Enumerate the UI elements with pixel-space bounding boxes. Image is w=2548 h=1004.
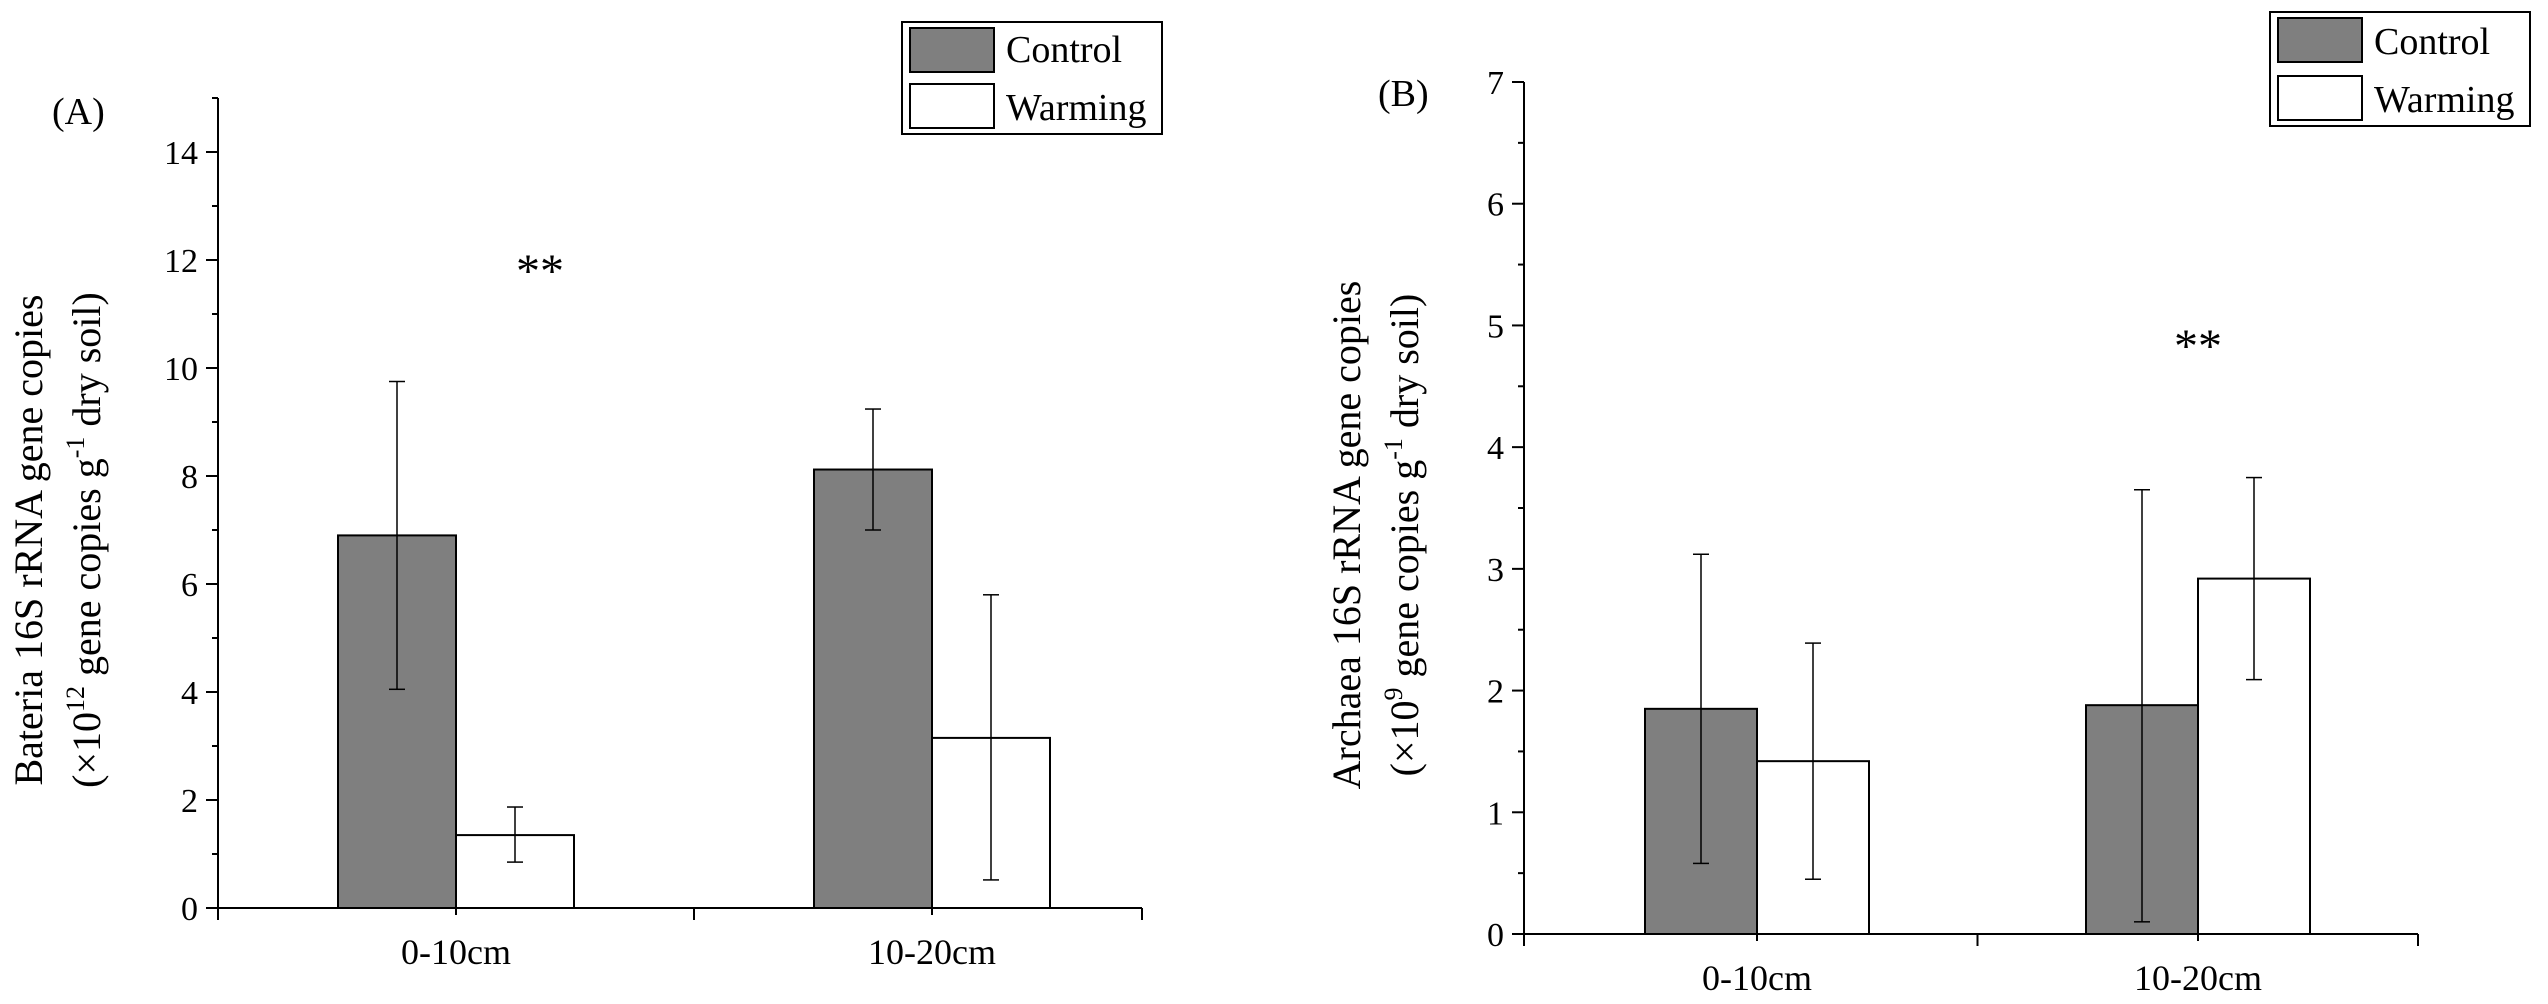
panel-b-ytick-label-1: 1 xyxy=(1487,795,1504,832)
panel-a-ylabel-line2: (×1012 gene copies g-1 dry soil) xyxy=(61,292,109,788)
panel-a-bar-control-10-20cm xyxy=(813,468,933,909)
panel-b-legend-warming: Warming xyxy=(2374,79,2514,121)
panel-b-ylabel-line2: (×109 gene copies g-1 dry soil) xyxy=(1379,294,1427,777)
panel-a-plot-area: 0 2 4 6 8 10 12 14 0-10cm 10-20cm ** xyxy=(164,97,1143,972)
panel-a-ytick-label-8: 8 xyxy=(181,459,198,496)
panel-b-ytick-label-6: 6 xyxy=(1487,187,1504,224)
panel-b-legend-control: Control xyxy=(2374,21,2490,63)
panel-b-significance-10-20cm: ** xyxy=(2174,320,2222,373)
panel-a-ytick-label-12: 12 xyxy=(164,243,198,280)
panel-b-ytick-label-3: 3 xyxy=(1487,552,1504,589)
panel-b-legend: Control Warming xyxy=(2269,11,2531,127)
panel-a-legend-swatch-warming xyxy=(909,83,995,129)
panel-b-ytick-label-2: 2 xyxy=(1487,674,1504,711)
panel-a-significance-0-10cm: ** xyxy=(516,245,564,298)
panel-b-ytick-label-7: 7 xyxy=(1487,65,1504,102)
panel-b-plot-area: 0 1 2 3 4 5 6 7 0-10cm 10-20cm ** xyxy=(1487,65,2419,998)
panel-a-chart: (A) Bateria 16S rRNA gene copies (×1012 … xyxy=(6,21,1163,972)
panel-b-xtick-label-10-20cm: 10-20cm xyxy=(2134,958,2262,998)
panel-a-ytick-label-2: 2 xyxy=(181,783,198,820)
panel-b-xtick-label-0-10cm: 0-10cm xyxy=(1702,958,1812,998)
panel-a-ytick-label-4: 4 xyxy=(181,675,198,712)
panel-a-legend-warming: Warming xyxy=(1006,87,1146,129)
panel-a-xtick-label-0-10cm: 0-10cm xyxy=(401,932,511,972)
panel-a-ytick-label-10: 10 xyxy=(164,351,198,388)
panel-b-legend-swatch-control xyxy=(2277,17,2363,63)
panel-b-chart: (B) Archaea 16S rRNA gene copies (×109 g… xyxy=(1324,11,2531,998)
panel-a-ytick-label-0: 0 xyxy=(181,891,198,928)
panel-a-legend-swatch-control xyxy=(909,27,995,73)
panel-a-label: (A) xyxy=(52,91,105,133)
panel-a-xtick-label-10-20cm: 10-20cm xyxy=(868,932,996,972)
panel-b-ytick-label-0: 0 xyxy=(1487,917,1504,954)
panel-b-ylabel-line1: Archaea 16S rRNA gene copies xyxy=(1324,281,1369,790)
panel-a-ylabel-line1: Bateria 16S rRNA gene copies xyxy=(6,295,51,786)
panel-b-ytick-label-4: 4 xyxy=(1487,430,1504,467)
panel-b-label: (B) xyxy=(1378,73,1429,115)
panel-b-legend-swatch-warming xyxy=(2277,75,2363,121)
panel-a-legend-control: Control xyxy=(1006,29,1122,71)
panel-a-ytick-label-14: 14 xyxy=(164,135,198,172)
panel-a-legend: Control Warming xyxy=(901,21,1163,135)
panel-b-ytick-label-5: 5 xyxy=(1487,308,1504,345)
panel-a-ytick-label-6: 6 xyxy=(181,567,198,604)
